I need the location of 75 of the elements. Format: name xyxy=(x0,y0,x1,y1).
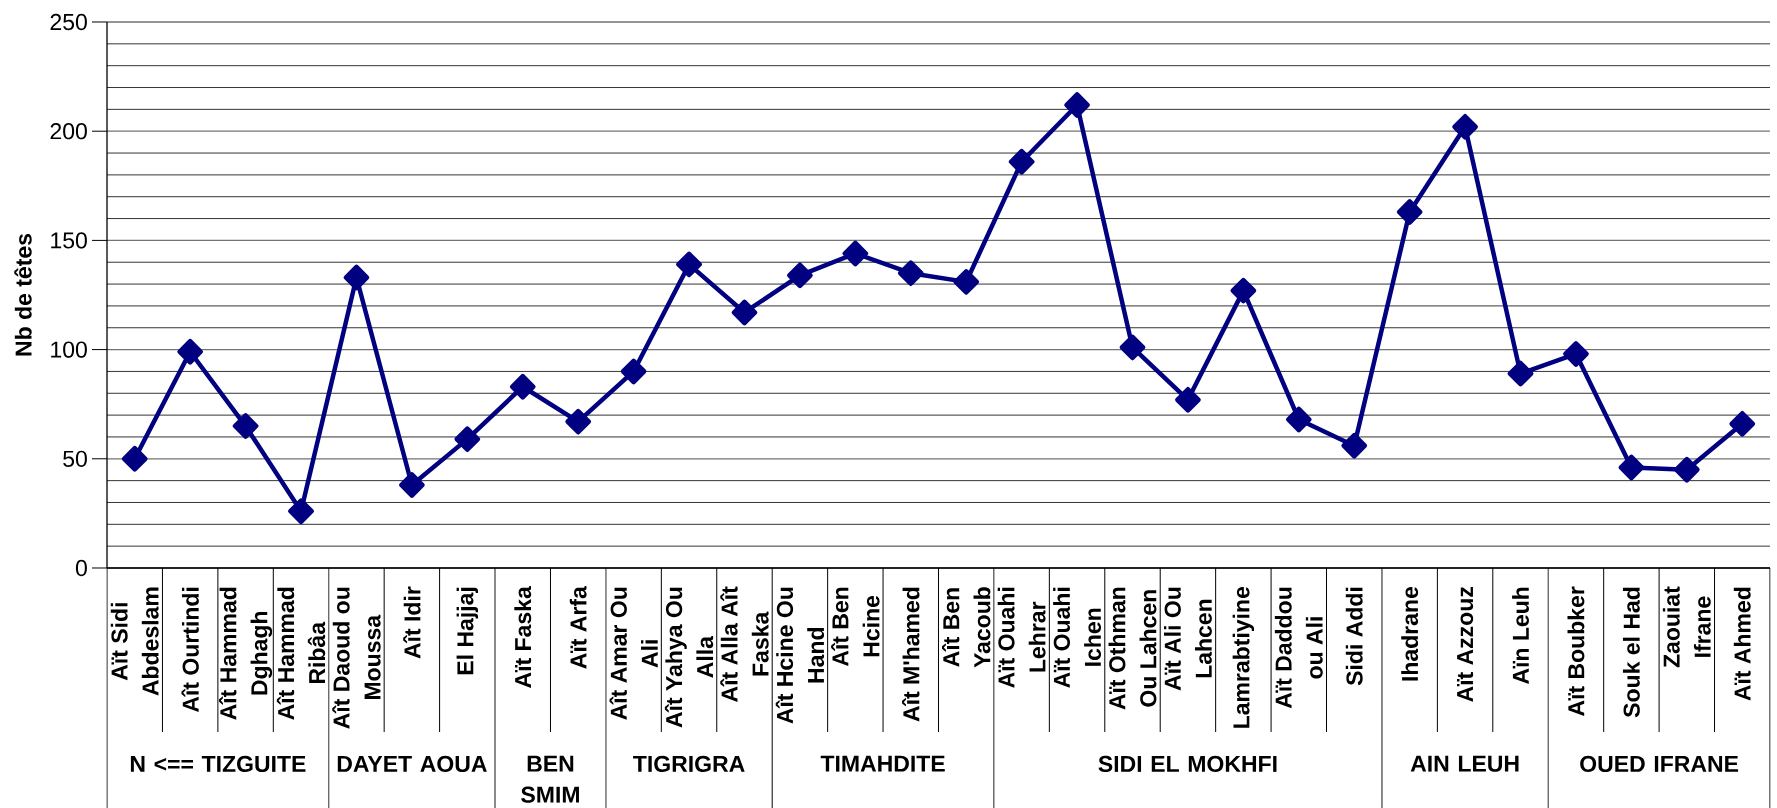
x-tick-label: Aït Azzouz xyxy=(1457,587,1474,702)
point xyxy=(232,413,259,439)
x-tick-label: Aît Hcine Ou Hand xyxy=(775,587,825,724)
point xyxy=(1175,386,1201,413)
x-tick-label: Aït Ouahi Lehrar xyxy=(997,587,1046,688)
x-tick-label: Aît Alla Aît Faska xyxy=(720,586,769,702)
point xyxy=(565,408,592,435)
text: SIDI EL MOKHFI xyxy=(1098,755,1277,773)
x-tick-label: Aît Amar Ou Ali xyxy=(609,587,658,720)
point xyxy=(1285,406,1312,433)
x-tick-label: Ihadrane xyxy=(1401,586,1419,681)
point xyxy=(1452,113,1478,140)
x-tick-label: Aït Othman Ou Lahcen xyxy=(1108,587,1157,710)
x-tick-label: Aït Daddou ou Ali xyxy=(1274,587,1323,709)
point xyxy=(1064,92,1090,118)
text: BEN SMIM xyxy=(521,755,579,803)
x-tick-label: Aît Hammad Ribâa xyxy=(276,587,326,720)
point xyxy=(953,269,980,295)
text: TIMAHDITE xyxy=(820,755,945,772)
point xyxy=(121,445,148,472)
text: TIGRIGRA xyxy=(633,755,745,773)
point xyxy=(1341,432,1368,459)
point xyxy=(288,498,314,525)
x-tick-label: Aît Yahya Ou Alla xyxy=(664,587,714,728)
x-tick-label: Sidi Addi xyxy=(1345,587,1363,686)
y-tick-label: 0 xyxy=(75,559,87,577)
text: DAYET AOUA xyxy=(337,755,487,773)
point xyxy=(676,251,702,278)
x-tick-label: Aït Arfa xyxy=(569,586,587,669)
point xyxy=(897,260,924,287)
text: OUED IFRANE xyxy=(1580,755,1739,773)
x-tick-label: Aït Ouahi Ichen xyxy=(1053,587,1102,688)
x-tick-label: Aît Idir xyxy=(403,586,421,659)
x-tick-label: Aïn Leuh xyxy=(1512,587,1529,684)
x-tick-label: Aît Ourtindi xyxy=(181,587,199,713)
x-tick-label: Aït Ali Ou Lahcen xyxy=(1163,587,1212,691)
x-tick-label: Aït Sidi Abdeslam xyxy=(110,587,159,696)
y-tick-label: 250 xyxy=(50,13,87,31)
x-tick-label: Aït Faska xyxy=(514,586,532,688)
y-tick-label: 50 xyxy=(63,450,87,467)
point xyxy=(1618,454,1645,481)
point xyxy=(1008,148,1035,175)
point xyxy=(509,373,536,400)
x-tick-label: El Hajjaj xyxy=(456,587,479,675)
point xyxy=(842,240,869,267)
point xyxy=(620,358,647,385)
point xyxy=(1729,410,1756,437)
y-axis-title: Nb de têtes xyxy=(14,233,32,356)
y-tick-label: 150 xyxy=(51,232,87,249)
y-tick-label: 100 xyxy=(51,341,87,358)
point xyxy=(454,426,481,452)
point xyxy=(787,262,813,289)
point xyxy=(1396,199,1423,225)
x-tick-label: Lamrabtiyine xyxy=(1232,586,1255,728)
point xyxy=(1673,456,1700,483)
x-tick-label: Aît Hammad Dghagh xyxy=(219,587,273,720)
text: N <== TIZGUITE xyxy=(130,755,306,773)
x-tick-label: Souk el Had xyxy=(1622,587,1640,718)
x-tick-label: Aït Boubker xyxy=(1567,586,1585,716)
x-tick-label: Aït Ahmed xyxy=(1733,587,1751,701)
x-tick-label: Zaouiat Ifrane xyxy=(1662,586,1711,668)
point xyxy=(177,338,204,365)
x-tick-label: Aît M'hamed xyxy=(902,587,920,722)
x-tick-label: Aît Daoud ou Moussa xyxy=(332,587,381,729)
x-tick-label: Aît Ben Yacoub xyxy=(942,587,991,668)
point xyxy=(1230,277,1257,304)
x-tick-label: Aît Ben Hcine xyxy=(831,587,880,667)
point xyxy=(343,264,370,291)
point xyxy=(1119,334,1146,361)
point xyxy=(1563,341,1589,367)
point xyxy=(731,299,758,326)
y-tick-label: 200 xyxy=(50,123,87,140)
point xyxy=(1507,360,1534,387)
text: AIN LEUH xyxy=(1410,755,1519,772)
point xyxy=(399,472,425,498)
